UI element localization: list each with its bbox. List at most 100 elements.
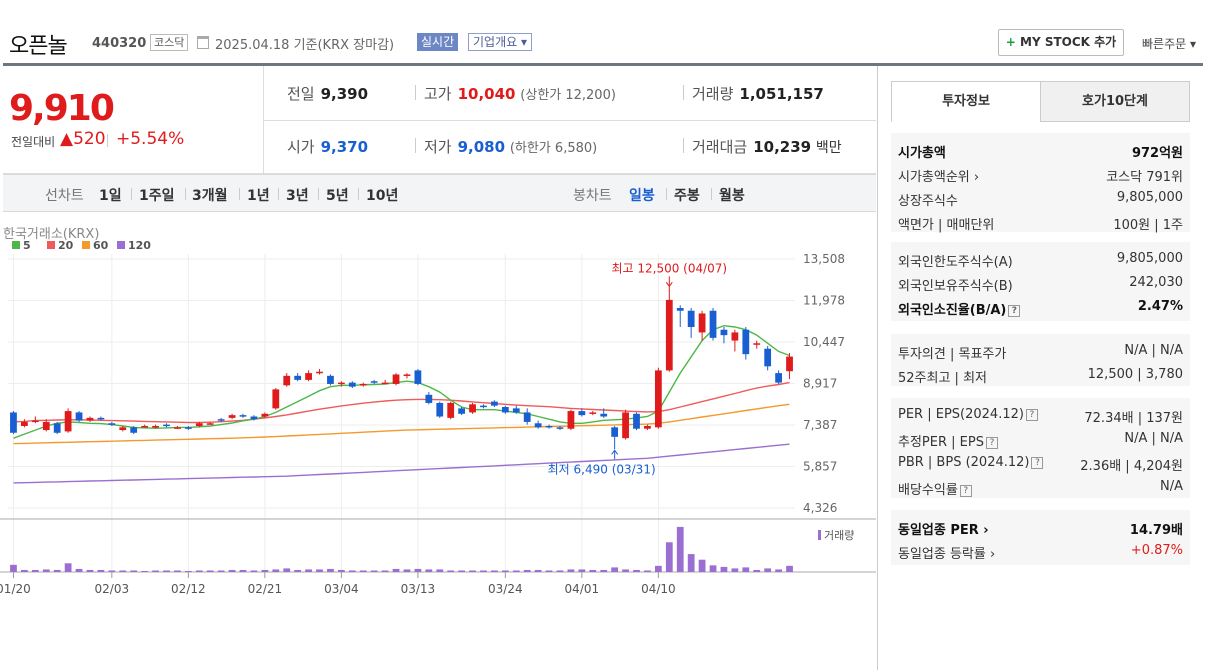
info-row[interactable]: 동일업종 등락률 › +0.87%	[898, 540, 1183, 562]
candle-body	[10, 412, 17, 433]
range-5y[interactable]: 5년	[326, 188, 349, 204]
range-3m[interactable]: 3개월	[192, 188, 228, 204]
info-row[interactable]: 동일업종 PER › 14.79배	[898, 516, 1183, 538]
company-info-dropdown[interactable]: 기업개요 ▾	[468, 33, 532, 51]
my-stock-add-button[interactable]: + MY STOCK 추가	[998, 29, 1124, 56]
info-key: 외국인보유주식수(B)	[898, 279, 1013, 294]
info-row: PER | EPS(2024.12)? 72.34배 | 137원	[898, 404, 1183, 426]
tab-invest-info[interactable]: 투자정보	[891, 81, 1041, 122]
candle-body	[600, 413, 608, 417]
volume-bar	[174, 570, 181, 572]
candle-body	[283, 375, 291, 386]
range-3y[interactable]: 3년	[286, 188, 309, 204]
stock-name: 오픈놀	[9, 34, 68, 59]
candle-body	[184, 427, 192, 429]
candle-body	[337, 382, 345, 385]
low-arrowhead	[611, 449, 619, 455]
candle-body	[130, 427, 138, 433]
volume-bar	[523, 569, 531, 572]
info-key: 시가총액순위 ›	[898, 170, 980, 185]
ma120-line	[13, 443, 790, 484]
range-1w[interactable]: 1주일	[139, 188, 175, 204]
range-separator	[711, 188, 712, 200]
info-key: 투자의견 | 목표주가	[898, 347, 1007, 362]
info-value: 14.79배	[1129, 523, 1183, 538]
help-icon[interactable]: ?	[985, 437, 998, 449]
info-row: 외국인보유주식수(B) 242,030	[898, 272, 1183, 294]
volume-bar	[775, 569, 782, 572]
diff-separator	[107, 134, 108, 147]
volume-bar	[622, 569, 629, 572]
info-value: 72.34배 | 137원	[1084, 411, 1183, 426]
quick-order-dropdown[interactable]: 빠른주문 ▾	[1142, 37, 1196, 51]
candle-monthly[interactable]: 월봉	[719, 188, 745, 204]
volume-bar	[512, 570, 520, 572]
candle-body	[698, 313, 706, 333]
volume-bar	[480, 570, 487, 572]
candle-chart-label: 봉차트	[573, 188, 612, 204]
info-group-valuation: PER | EPS(2024.12)? 72.34배 | 137원 추정PER | …	[891, 398, 1190, 498]
range-1d[interactable]: 1일	[99, 188, 122, 204]
volume-bar	[130, 570, 138, 572]
help-icon[interactable]: ?	[959, 485, 972, 497]
help-icon[interactable]: ?	[1008, 305, 1021, 317]
volume-bar	[359, 570, 367, 572]
tab-quote-10[interactable]: 호가10단계	[1040, 81, 1190, 122]
legend-label-20: 20	[58, 239, 74, 252]
realtime-button[interactable]: 실시간	[417, 33, 459, 51]
info-row[interactable]: 시가총액순위 › 코스닥 791위	[898, 163, 1183, 185]
help-icon[interactable]: ?	[1025, 409, 1038, 421]
candle-body	[534, 423, 542, 428]
volume-bar	[753, 569, 761, 572]
legend-label-5: 5	[23, 239, 31, 252]
candle-body	[174, 427, 181, 429]
diff-percent: +5.54%	[116, 129, 185, 149]
volume-bar	[141, 570, 149, 572]
volume-bar	[491, 570, 498, 572]
candle-daily[interactable]: 일봉	[629, 188, 655, 204]
y-tick-label: 8,917	[803, 377, 837, 391]
candle-body	[633, 413, 640, 429]
y-tick-label: 5,857	[803, 459, 837, 473]
chart-source-label: 한국거래소(KRX)	[3, 227, 99, 242]
candles	[10, 286, 793, 450]
volume-bar	[42, 569, 50, 572]
volume-label: 거래량	[824, 529, 854, 542]
volume-bar	[86, 569, 94, 572]
candle-weekly[interactable]: 주봉	[674, 188, 700, 204]
candle-body	[370, 381, 378, 383]
prev-close-value: 9,390	[320, 85, 369, 103]
y-tick-label: 10,447	[803, 335, 845, 349]
legend-label-60: 60	[93, 239, 109, 252]
range-separator	[278, 188, 279, 200]
y-tick-label: 4,326	[803, 501, 837, 515]
volume-bar	[31, 569, 39, 572]
volume-bar	[665, 542, 673, 572]
open-label: 시가	[287, 138, 315, 156]
candle-body	[141, 425, 149, 428]
info-value: N/A | N/A	[1124, 343, 1183, 358]
stock-code: 440320	[92, 36, 147, 51]
info-row: 투자의견 | 목표주가 N/A | N/A	[898, 340, 1183, 362]
volume-bar	[195, 570, 203, 572]
info-key: 외국인한도주식수(A)	[898, 255, 1013, 270]
volume-bar	[742, 567, 750, 572]
info-key: 배당수익률?	[898, 479, 972, 498]
investment-info-panel: 투자정보 호가10단계 시가총액 972억원 시가총액순위 › 코스닥 791위 상장주…	[877, 66, 1205, 670]
range-1y[interactable]: 1년	[247, 188, 270, 204]
legend-swatch-20	[47, 241, 55, 249]
volume-bar	[184, 570, 192, 572]
candle-body	[491, 401, 498, 406]
price-chart[interactable]: 한국거래소(KRX) 5 20 60 120 13,508 11,978 10,447 8,…	[0, 212, 876, 600]
price-summary: 9,910 전일대비 ▲520 +5.54% 전일 9,390 고가 10,040 …	[3, 66, 876, 174]
candle-body	[97, 417, 105, 420]
volume-bar	[786, 565, 793, 572]
info-key: 추정PER | EPS?	[898, 431, 998, 450]
candle-body	[261, 413, 269, 417]
help-icon[interactable]: ?	[1031, 457, 1044, 469]
range-10y[interactable]: 10년	[366, 188, 399, 204]
header-divider	[3, 63, 1203, 66]
info-key: 동일업종 등락률 ›	[898, 547, 996, 562]
candle-body	[556, 427, 564, 429]
volume-bar	[305, 569, 312, 572]
